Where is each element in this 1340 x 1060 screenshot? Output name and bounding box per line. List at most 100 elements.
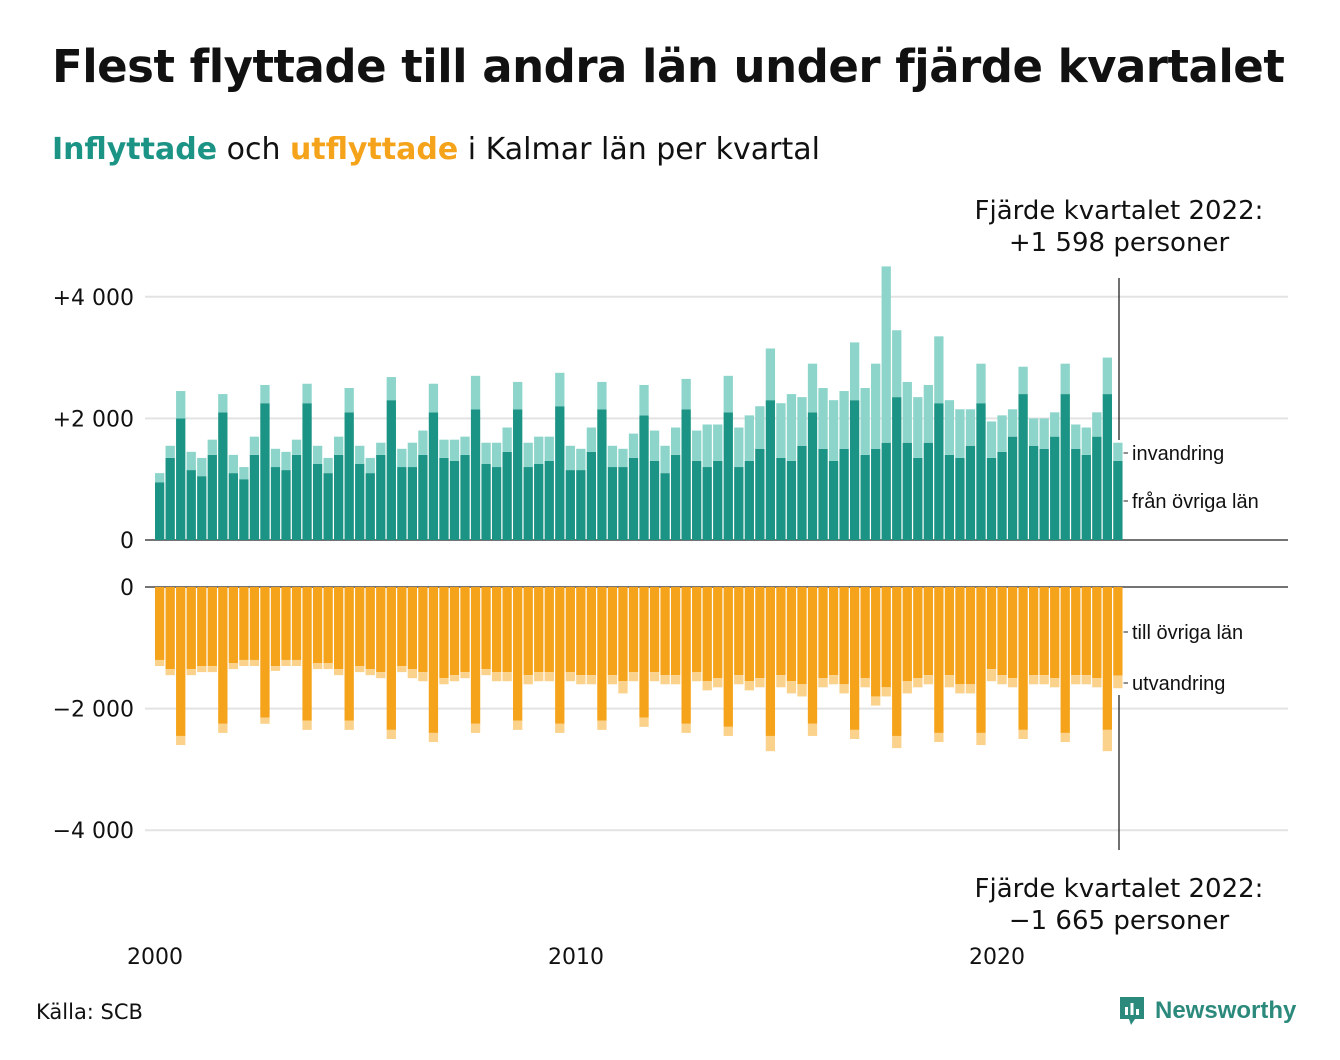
bar-in-immigration: [628, 433, 639, 458]
bar-out-emigration: [944, 675, 955, 688]
bar-in-domestic: [513, 409, 523, 540]
bar-in-domestic: [291, 454, 302, 540]
bar-in-domestic: [302, 403, 312, 540]
bar-out-emigration: [797, 684, 807, 697]
bar-out-emigration: [155, 659, 165, 667]
bar-in-domestic: [576, 470, 586, 540]
bar-out-emigration: [418, 672, 428, 682]
bar-out-domestic: [418, 587, 428, 673]
bar-in-domestic: [428, 412, 439, 540]
bar-out-emigration: [1007, 678, 1018, 688]
bar-in-domestic: [460, 454, 470, 540]
bar-in-immigration: [681, 378, 691, 410]
bar-out-domestic: [439, 587, 449, 679]
bar-in-immigration: [239, 467, 249, 480]
bar-out-emigration: [397, 666, 407, 673]
bar-out-emigration: [165, 669, 175, 676]
bar-in-immigration: [176, 391, 186, 419]
bar-out-domestic: [607, 587, 618, 676]
bar-in-immigration: [1028, 418, 1039, 446]
bar-in-immigration: [260, 384, 270, 404]
bar-out-emigration: [407, 669, 418, 679]
bar-in-immigration: [765, 348, 776, 401]
bar-in-domestic: [523, 467, 533, 540]
bar-in-domestic: [502, 451, 512, 540]
bar-in-domestic: [481, 464, 491, 540]
bar-out-domestic: [407, 587, 418, 670]
bar-in-immigration: [786, 394, 797, 461]
bar-out-emigration: [986, 669, 997, 682]
bar-in-immigration: [291, 439, 302, 455]
bar-out-emigration: [491, 672, 502, 682]
brand-name: Newsworthy: [1155, 997, 1297, 1024]
bar-out-domestic: [723, 587, 733, 727]
bar-out-domestic: [1113, 587, 1123, 676]
bar-in-immigration: [513, 381, 523, 410]
bar-in-immigration: [934, 336, 944, 404]
y-tick-label: +4 000: [53, 286, 134, 311]
bar-out-domestic: [1081, 587, 1091, 676]
bar-in-immigration: [944, 400, 955, 455]
bar-out-emigration: [186, 669, 196, 676]
bar-out-domestic: [165, 587, 175, 670]
bar-out-emigration: [818, 678, 828, 688]
bar-in-domestic: [1071, 448, 1081, 540]
bar-in-domestic: [1018, 394, 1028, 540]
bar-in-domestic: [839, 448, 849, 540]
bar-out-domestic: [334, 587, 344, 670]
bar-in-immigration: [502, 427, 512, 452]
bar-in-immigration: [818, 388, 828, 449]
bar-out-emigration: [534, 672, 544, 682]
bar-out-domestic: [997, 587, 1007, 676]
bar-out-emigration: [449, 675, 460, 682]
bar-out-emigration: [249, 659, 260, 667]
bar-in-immigration: [270, 448, 281, 468]
bar-out-domestic: [502, 587, 512, 673]
bar-out-domestic: [807, 587, 818, 724]
bar-in-immigration: [1102, 357, 1112, 395]
bar-out-domestic: [765, 587, 776, 736]
bar-out-domestic: [681, 587, 691, 724]
bar-in-domestic: [923, 442, 933, 540]
bar-out-domestic: [523, 587, 533, 676]
bar-out-domestic: [470, 587, 481, 724]
bar-in-immigration: [470, 375, 481, 410]
bar-in-immigration: [355, 445, 365, 464]
bar-in-immigration: [734, 427, 744, 468]
bar-in-domestic: [397, 467, 407, 540]
bar-in-domestic: [913, 457, 923, 540]
bar-in-domestic: [1060, 394, 1070, 540]
bar-out-domestic: [944, 587, 955, 676]
bar-in-immigration: [607, 445, 618, 468]
bar-out-emigration: [828, 675, 839, 685]
bar-out-emigration: [1113, 675, 1123, 689]
y-tick-label: 0: [120, 529, 134, 554]
bar-out-domestic: [1028, 587, 1039, 676]
bar-in-domestic: [860, 454, 870, 540]
bar-in-domestic: [534, 464, 544, 540]
bar-in-domestic: [744, 460, 754, 540]
bar-out-emigration: [913, 678, 923, 688]
bar-out-domestic: [344, 587, 354, 721]
bar-in-domestic: [334, 454, 344, 540]
bar-in-domestic: [871, 448, 881, 540]
bar-out-domestic: [534, 587, 544, 673]
bar-out-emigration: [197, 666, 207, 673]
bar-in-immigration: [334, 436, 344, 455]
bar-in-domestic: [407, 467, 418, 540]
bar-out-emigration: [923, 675, 933, 685]
bar-in-immigration: [955, 409, 965, 458]
bar-out-domestic: [597, 587, 607, 721]
bar-out-emigration: [902, 681, 912, 694]
bar-in-immigration: [744, 415, 754, 461]
bar-out-emigration: [302, 720, 312, 730]
bar-in-immigration: [670, 427, 681, 455]
bar-out-emigration: [1081, 675, 1091, 685]
annotation-bottom-text: −1 665 personer: [1009, 906, 1230, 936]
bar-in-domestic: [176, 418, 186, 540]
bar-out-emigration: [1039, 675, 1049, 685]
bar-in-domestic: [849, 400, 860, 540]
bar-in-domestic: [597, 409, 607, 540]
bar-out-domestic: [207, 587, 217, 667]
subtitle-och: och: [217, 132, 290, 167]
